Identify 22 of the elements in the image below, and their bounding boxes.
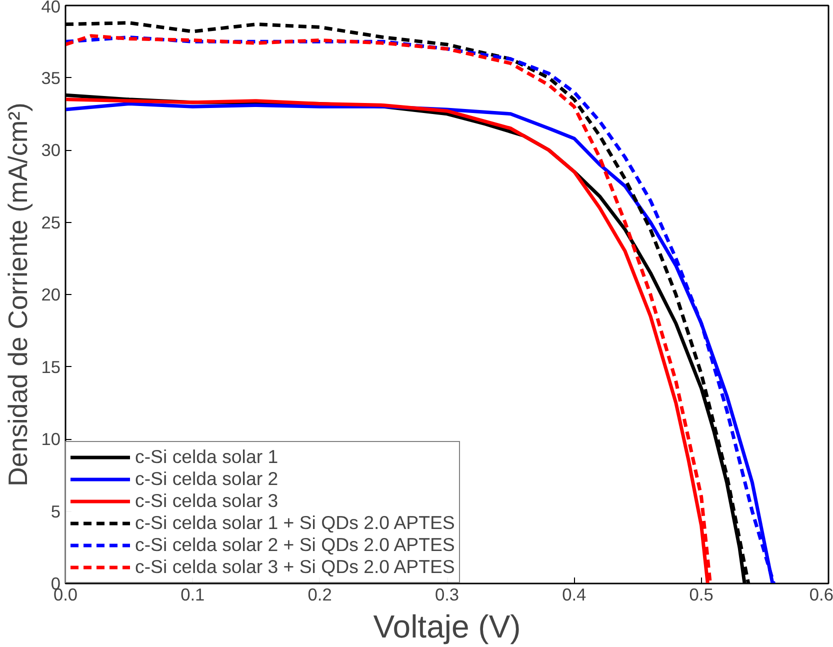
x-tick-label: 0.3 <box>434 584 460 604</box>
legend-label: c-Si celda solar 1 <box>135 446 278 468</box>
y-tick-label: 35 <box>41 68 61 88</box>
x-tick-label: 0.5 <box>689 584 714 604</box>
y-axis-title: Densidad de Corriente (mA/cm²) <box>3 102 34 486</box>
y-tick-label: 25 <box>41 212 61 232</box>
x-tick-label: 0.2 <box>308 584 332 604</box>
legend-label: c-Si celda solar 3 <box>135 490 278 512</box>
x-tick-label: 0.4 <box>562 584 587 604</box>
x-tick-label: 0.6 <box>809 584 833 604</box>
y-tick-label: 15 <box>41 356 61 377</box>
y-tick-label: 20 <box>41 284 61 304</box>
y-tick-label: 10 <box>41 429 61 449</box>
x-tick-label: 0.1 <box>180 584 205 604</box>
legend-label: c-Si celda solar 2 + Si QDs 2.0 APTES <box>135 534 455 556</box>
y-tick-label: 40 <box>41 0 61 16</box>
legend-label: c-Si celda solar 2 <box>135 468 278 490</box>
legend-label: c-Si celda solar 3 + Si QDs 2.0 APTES <box>135 556 455 578</box>
x-axis-title: Voltaje (V) <box>373 608 521 644</box>
y-tick-label: 5 <box>50 501 61 522</box>
legend-label: c-Si celda solar 1 + Si QDs 2.0 APTES <box>135 512 455 534</box>
y-tick-label: 30 <box>41 140 61 160</box>
